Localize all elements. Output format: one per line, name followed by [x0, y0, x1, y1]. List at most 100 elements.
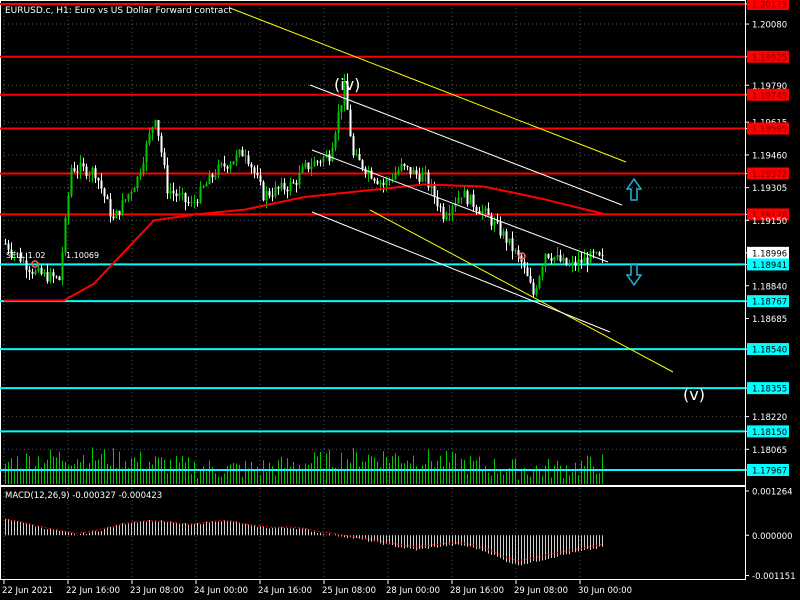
candle-body — [73, 168, 76, 172]
candle-body — [259, 175, 262, 182]
candle-body — [295, 183, 298, 185]
candle-body — [364, 168, 367, 174]
candle-body — [169, 190, 172, 194]
candle-body — [118, 210, 121, 216]
candle-body — [103, 188, 106, 197]
candle-body — [382, 182, 385, 185]
candle-body — [601, 255, 604, 257]
price-label-box — [747, 0, 789, 10]
price-tick-label: 1.18767 — [752, 298, 787, 308]
candle-body — [469, 194, 472, 205]
candle-body — [334, 133, 337, 148]
candle-body — [52, 272, 55, 277]
candle-body — [445, 215, 448, 220]
candle-body — [37, 267, 40, 271]
candle-body — [352, 136, 355, 156]
macd-tick-label: 0.000000 — [752, 532, 793, 542]
channel-white-upper — [309, 84, 623, 206]
candle-body — [397, 170, 400, 174]
candle-body — [439, 206, 442, 208]
candle-body — [97, 178, 100, 181]
candle-body — [187, 202, 190, 204]
candle-body — [19, 253, 22, 262]
price-label-box — [747, 425, 789, 438]
candle-body — [184, 193, 187, 203]
candle-body — [571, 261, 574, 266]
candle-body — [316, 161, 319, 163]
price-tick-label: 1.18220 — [752, 413, 787, 423]
candle-body — [172, 190, 175, 194]
candle-body — [346, 81, 349, 110]
macd-histogram — [5, 518, 603, 566]
candle-body — [301, 167, 304, 173]
wave-iv-label: (iv) — [334, 75, 360, 94]
candle-body — [109, 199, 112, 217]
candle-body — [595, 252, 598, 254]
candle-body — [31, 271, 34, 275]
channel-yellow-upper — [229, 7, 627, 163]
candle-body — [481, 210, 484, 214]
candle-body — [217, 164, 220, 176]
candle-body — [226, 166, 229, 169]
candle-body — [421, 174, 424, 182]
candle-body — [517, 250, 520, 256]
candle-body — [175, 193, 178, 197]
candle-body — [493, 221, 496, 226]
price-label-box — [747, 246, 789, 259]
macd-axis: 0.001264 0.000000 -0.001151 — [745, 488, 796, 582]
candle-body — [205, 184, 208, 187]
candle-body — [484, 208, 487, 211]
candle-body — [583, 257, 586, 263]
candle-body — [427, 172, 430, 188]
candle-body — [4, 243, 7, 245]
price-tick-label: 1.19925 — [752, 53, 787, 63]
candle-body — [337, 112, 340, 134]
candle-body — [496, 221, 499, 223]
time-tick-label: 24 Jun 16:00 — [258, 586, 312, 596]
candle-body — [61, 252, 64, 281]
candle-body — [121, 200, 124, 216]
candle-body — [256, 172, 259, 176]
candle-body — [190, 202, 193, 204]
candle-body — [379, 182, 382, 184]
price-tick-label: 1.18685 — [752, 315, 787, 325]
candle-body — [58, 276, 61, 281]
price-tick-label: 1.18941 — [752, 261, 787, 271]
candle-body — [112, 216, 115, 219]
candle-body — [148, 133, 151, 144]
candle-body — [568, 265, 571, 267]
macd-title: MACD(12,26,9) -0.000327 -0.000423 — [5, 491, 162, 501]
candle-body — [340, 105, 343, 113]
price-tick-label: 1.18840 — [752, 282, 787, 292]
candle-body — [268, 191, 271, 196]
candle-body — [247, 155, 250, 165]
candle-body — [127, 194, 130, 200]
candle-body — [535, 288, 538, 295]
candle-body — [565, 257, 568, 266]
candle-body — [541, 266, 544, 277]
candle-body — [424, 172, 427, 175]
candle-body — [319, 161, 322, 163]
candle-body — [157, 120, 160, 136]
price-tick-label: 1.20175 — [752, 1, 787, 11]
time-tick-label: 28 Jun 00:00 — [386, 586, 440, 596]
candle-body — [220, 163, 223, 165]
price-tick-label: 1.18065 — [752, 446, 787, 456]
up-arrow-icon — [625, 177, 643, 201]
candle-body — [598, 252, 601, 256]
candle-body — [349, 109, 352, 137]
candle-body — [160, 135, 163, 153]
candle-body — [154, 120, 157, 128]
candle-body — [508, 238, 511, 243]
price-tick-label: 1.19150 — [752, 217, 787, 227]
candle-body — [139, 172, 142, 177]
candle-body — [409, 166, 412, 175]
candle-body — [385, 179, 388, 185]
candle-body — [43, 272, 46, 275]
candle-body — [274, 187, 277, 197]
candle-body — [415, 169, 418, 175]
price-label-box — [747, 382, 789, 395]
candle-body — [562, 257, 565, 262]
candle-body — [130, 192, 133, 195]
